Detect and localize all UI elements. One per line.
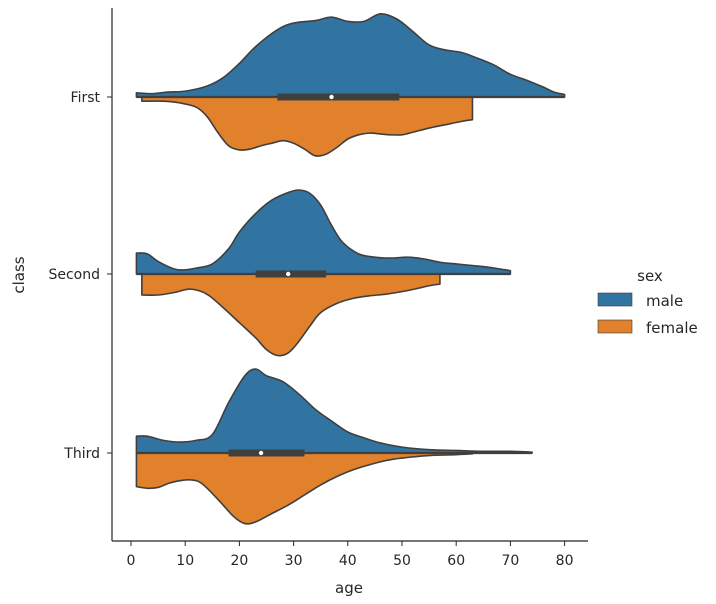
legend-label-male: male <box>646 292 683 310</box>
legend: sex male female <box>597 267 698 337</box>
iqr-box-first <box>277 93 400 101</box>
legend-swatch-male <box>597 292 633 307</box>
iqr-box-second <box>255 270 327 278</box>
violin-female-third <box>135 452 474 525</box>
violin-female-second <box>141 273 441 357</box>
inner-box-layer <box>136 93 565 457</box>
x-tick-label: 30 <box>285 553 303 569</box>
x-tick-label: 70 <box>501 553 519 569</box>
violin-male-third <box>135 368 533 454</box>
median-point-second <box>285 271 291 277</box>
legend-swatch-female <box>597 319 633 334</box>
y-tick-label-third: Third <box>63 446 100 462</box>
x-tick-label: 60 <box>447 553 465 569</box>
violin-male-first <box>135 13 566 98</box>
violin-male-second <box>135 189 512 275</box>
x-tick-label: 10 <box>176 553 194 569</box>
legend-title: sex <box>637 267 663 285</box>
legend-label-female: female <box>646 319 698 337</box>
median-point-first <box>329 94 334 100</box>
violin-layer <box>135 13 566 525</box>
x-ticks: 0 10 20 30 40 50 60 70 80 <box>127 541 574 569</box>
x-tick-label: 40 <box>339 553 357 569</box>
violin-female-first <box>141 96 474 157</box>
x-tick-label: 0 <box>127 553 136 569</box>
x-tick-label: 80 <box>556 553 574 569</box>
y-axis-label: class <box>10 256 28 293</box>
x-tick-label: 20 <box>230 553 248 569</box>
y-tick-label-first: First <box>71 90 101 106</box>
x-tick-label: 50 <box>393 553 411 569</box>
median-point-third <box>258 450 264 456</box>
iqr-box-third <box>228 449 305 457</box>
x-axis-label: age <box>335 579 363 597</box>
y-ticks: First Second Third <box>48 90 112 462</box>
y-tick-label-second: Second <box>48 267 100 283</box>
